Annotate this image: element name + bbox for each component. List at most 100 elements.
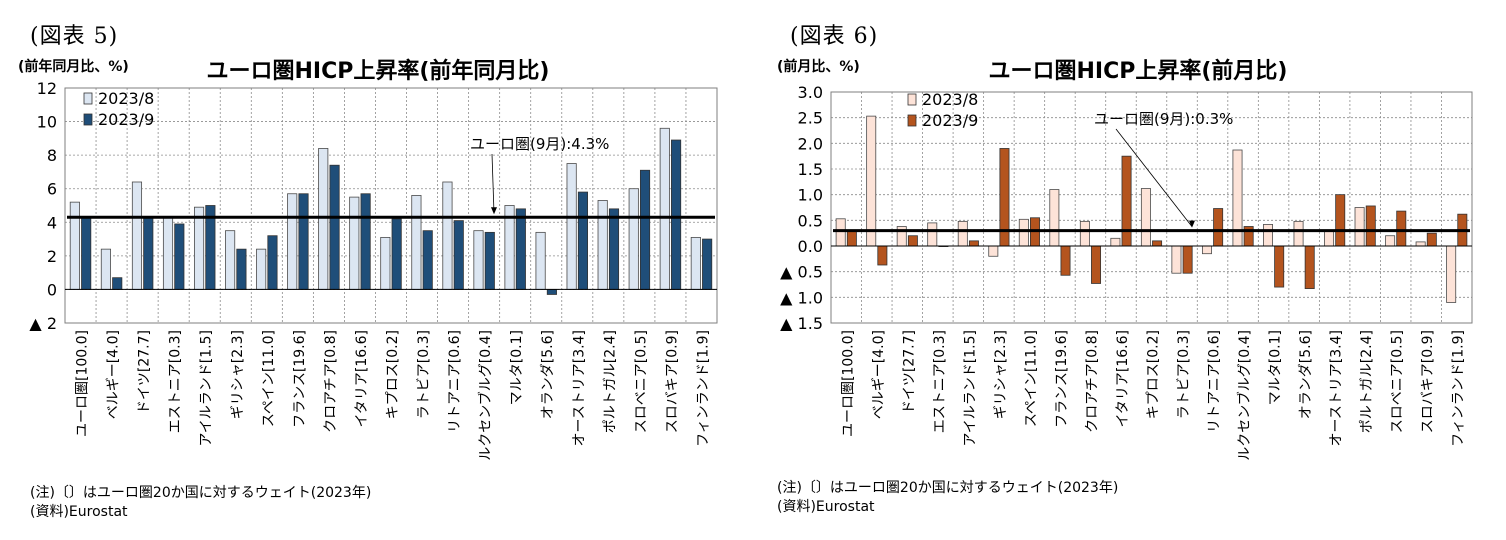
y-tick-label: ▲ 2 — [29, 314, 57, 333]
y-tick-label: 0.0 — [798, 237, 823, 256]
reference-pointer — [491, 153, 495, 214]
x-tick-label: ドイツ[27.7] — [901, 330, 917, 414]
y-tick-label: 1.5 — [798, 160, 823, 179]
x-tick-label: オランダ[5.6] — [540, 330, 556, 419]
bar — [329, 164, 340, 290]
bar — [1365, 205, 1376, 247]
bar — [1263, 224, 1273, 247]
bar — [1121, 155, 1132, 247]
y-tick-label: 2 — [47, 247, 57, 266]
x-tick-label: リトアニア[0.6] — [447, 330, 463, 433]
y-axis-label: (前年同月比、%) — [18, 58, 129, 75]
plot-area-border — [64, 87, 718, 324]
bar — [453, 220, 464, 290]
y-tick-label: ▲ 1.5 — [780, 314, 823, 333]
legend-swatch — [907, 114, 917, 127]
bar — [484, 231, 495, 290]
x-tick-label: マルタ[0.1] — [509, 330, 525, 405]
bar — [1182, 245, 1193, 274]
bar — [193, 206, 205, 290]
yoy-bar-chart: ユーロ圏HICP上昇率(前年同月比) (前年同月比、%) 12 10 8 6 4 2 0 ▲ 2 ユ… — [18, 58, 718, 461]
bar — [1426, 232, 1437, 247]
bar — [957, 220, 968, 247]
bar — [1274, 245, 1285, 288]
bar — [162, 216, 174, 290]
reference-arrowhead — [491, 207, 497, 215]
bar — [1110, 237, 1121, 247]
chart-title: ユーロ圏HICP上昇率(前月比) — [989, 58, 1288, 84]
bar — [1335, 194, 1346, 247]
bar — [298, 193, 309, 290]
figure-6: (図表 6) ユーロ圏HICP上昇率(前月比) (前月比、%) 3.0 2.5 2.0 1… — [753, 0, 1506, 540]
bar — [671, 139, 682, 290]
x-tick-label: ドイツ[27.7] — [137, 330, 153, 414]
x-tick-label: ラトビア[0.3] — [1176, 330, 1192, 419]
x-tick-label: オーストリア[3.4] — [571, 330, 587, 447]
y-tick-label: 2.0 — [798, 134, 823, 153]
bar — [1354, 207, 1365, 247]
bar — [535, 231, 546, 290]
y-tick-label: 6 — [47, 180, 57, 199]
bar — [968, 240, 979, 247]
x-tick-label: アイルランド[1.5] — [962, 330, 978, 447]
x-tick-label: ギリシャ[2.3] — [993, 330, 1009, 419]
bar — [349, 196, 360, 290]
x-tick-label: スロベニア[0.5] — [633, 330, 649, 433]
figure-label: (図表 5) — [30, 24, 119, 49]
bar — [628, 188, 639, 290]
bar — [1324, 230, 1335, 247]
bar — [702, 238, 713, 290]
bar — [1060, 245, 1071, 276]
x-tick-label: フィンランド[1.9] — [695, 330, 711, 447]
bar — [1304, 245, 1315, 290]
x-tick-label: ルクセンブルグ[0.4] — [477, 330, 494, 461]
bar — [566, 163, 577, 290]
weight-note: (注)〔〕はユーロ圏20か国に対するウェイト(2023年) — [30, 485, 372, 501]
bar — [318, 148, 329, 290]
y-tick-label: 0.5 — [798, 211, 823, 230]
x-tick-label: クロアチア[0.8] — [323, 330, 339, 433]
legend-label: 2023/9 — [922, 111, 978, 130]
x-tick-label: クロアチア[0.8] — [1084, 330, 1100, 433]
x-tick-label: スロベニア[0.5] — [1390, 330, 1406, 433]
x-tick-label: オランダ[5.6] — [1298, 330, 1314, 419]
bar — [287, 193, 298, 290]
x-tick-label: イタリア[16.6] — [354, 330, 370, 428]
x-tick-label: ベルギー[4.0] — [871, 330, 887, 419]
bar — [1140, 188, 1151, 247]
bar — [360, 193, 371, 290]
bar — [112, 277, 123, 290]
bar — [473, 230, 484, 290]
x-tick-label: キプロス[0.2] — [1146, 330, 1162, 419]
x-tick-label: エストニア[0.3] — [932, 330, 948, 433]
x-tick-label: スロバキア[0.9] — [1420, 330, 1436, 433]
bar — [1171, 245, 1182, 274]
legend-label: 2023/9 — [98, 110, 154, 129]
y-tick-label: ▲ 1.0 — [780, 288, 823, 307]
bar — [1293, 220, 1304, 247]
bar — [81, 216, 92, 290]
legend-swatch — [83, 113, 93, 126]
bar — [236, 248, 247, 290]
x-tick-label: マルタ[0.1] — [1268, 330, 1284, 405]
x-tick-label: ルクセンブルグ[0.4] — [1236, 330, 1253, 461]
y-tick-label: ▲ 0.5 — [780, 263, 823, 282]
figure-notes: (注)〔〕はユーロ圏20か国に対するウェイト(2023年) (資料)Eurost… — [777, 479, 1118, 517]
bar — [835, 218, 846, 247]
x-tick-label: スペイン[11.0] — [1023, 330, 1039, 427]
bar — [1385, 235, 1396, 247]
x-tick-label: スロバキア[0.9] — [664, 330, 680, 433]
y-axis-label: (前月比、%) — [777, 58, 860, 75]
bar — [1152, 240, 1163, 247]
y-tick-label: 8 — [47, 146, 57, 165]
bar — [1079, 220, 1090, 247]
bar — [391, 218, 402, 290]
bar — [546, 289, 557, 295]
chart-title: ユーロ圏HICP上昇率(前年同月比) — [207, 58, 550, 84]
figure-5: (図表 5) ユーロ圏HICP上昇率(前年同月比) (前年同月比、%) 12 10 8 6… — [18, 24, 718, 520]
x-tick-label: ポルトガル[2.4] — [602, 330, 618, 433]
bar — [267, 235, 278, 290]
mom-bar-chart: ユーロ圏HICP上昇率(前月比) (前月比、%) 3.0 2.5 2.0 1.5 1.0 0.… — [777, 58, 1473, 461]
plot-area-border — [830, 91, 1473, 324]
bar — [866, 115, 877, 247]
